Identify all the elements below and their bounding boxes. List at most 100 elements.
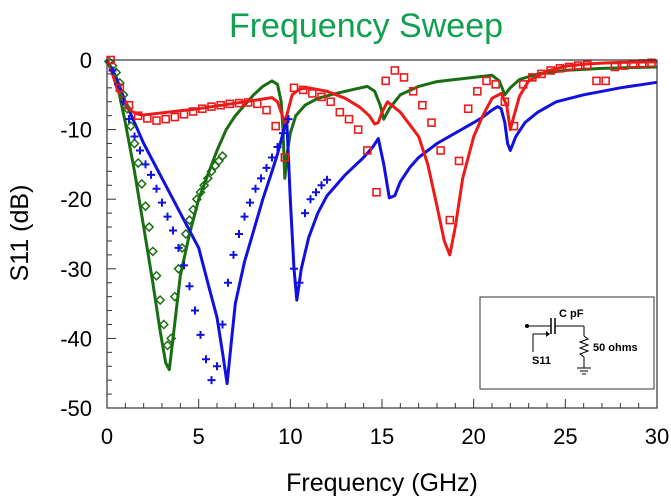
x-tick-label: 15 — [370, 424, 394, 449]
data-point — [363, 146, 372, 155]
data-point — [289, 83, 299, 93]
data-point — [463, 104, 473, 114]
x-tick-label: 25 — [553, 424, 577, 449]
data-point — [312, 188, 320, 197]
data-point — [262, 105, 271, 115]
data-point — [491, 80, 500, 89]
data-point — [482, 76, 491, 86]
data-point — [152, 116, 161, 125]
data-point — [173, 263, 184, 274]
port-arrow-icon — [532, 333, 546, 352]
data-point — [647, 58, 656, 68]
data-point — [427, 118, 436, 127]
data-point — [381, 76, 390, 86]
data-point — [158, 198, 166, 207]
y-axis-label: S11 (dB) — [6, 185, 34, 282]
data-point — [184, 215, 195, 226]
data-point — [537, 69, 546, 79]
data-point — [390, 66, 400, 75]
data-point — [306, 195, 315, 204]
data-point — [408, 87, 418, 96]
data-point — [295, 278, 304, 287]
data-point — [335, 107, 345, 117]
data-point — [108, 66, 117, 75]
data-point — [180, 261, 188, 270]
data-point — [273, 143, 282, 151]
data-point — [199, 180, 210, 191]
data-point — [298, 85, 308, 95]
data-point — [229, 250, 238, 259]
chart-title: Frequency Sweep — [229, 7, 503, 45]
inset-box — [479, 296, 655, 390]
tick-group: 0 5 10 15 20 25 30 0 -10 -20 -30 -40 -50 — [60, 48, 669, 449]
data-point — [136, 146, 144, 155]
data-point — [196, 330, 205, 339]
data-point — [115, 83, 125, 93]
data-point — [174, 243, 183, 252]
x-tick-label: 0 — [101, 424, 113, 449]
data-point — [136, 178, 147, 189]
x-tick-label: 30 — [645, 424, 669, 449]
data-point — [262, 163, 271, 172]
data-point — [122, 103, 133, 114]
data-point — [344, 114, 354, 124]
data-point — [326, 97, 335, 107]
data-point — [180, 228, 191, 240]
y-tick-label: -10 — [60, 118, 92, 143]
data-point — [271, 121, 280, 131]
data-point — [191, 194, 202, 205]
data-point — [155, 295, 166, 306]
data-point — [225, 99, 235, 109]
data-point — [179, 109, 189, 119]
data-point — [243, 98, 253, 107]
data-point — [290, 264, 298, 273]
circuit-inset: C pF S11 50 ohms — [479, 296, 655, 390]
data-point — [528, 73, 537, 82]
data-point — [206, 166, 217, 177]
data-point — [323, 175, 331, 184]
data-point — [628, 59, 638, 69]
data-point — [445, 215, 455, 225]
data-point — [372, 187, 381, 197]
data-point — [246, 198, 254, 207]
data-point — [279, 129, 287, 138]
data-point — [147, 170, 155, 179]
data-point — [473, 87, 482, 96]
data-point — [308, 89, 317, 98]
data-point — [143, 114, 152, 123]
data-point — [125, 115, 133, 124]
data-point — [518, 80, 528, 89]
data-point — [454, 156, 464, 166]
data-point — [284, 115, 293, 124]
x-tick-label: 10 — [278, 424, 302, 449]
data-point — [125, 121, 136, 132]
data-point — [436, 146, 445, 155]
data-point — [188, 204, 199, 215]
port-label: S11 — [532, 355, 551, 367]
data-point — [151, 270, 162, 281]
series-line — [105, 59, 658, 386]
data-point — [509, 121, 519, 131]
y-tick-label: -40 — [60, 326, 92, 351]
data-point — [198, 104, 207, 114]
data-point — [234, 98, 244, 108]
data-point — [133, 111, 143, 120]
data-point — [195, 187, 206, 198]
series-line — [105, 59, 658, 372]
data-point — [207, 102, 216, 111]
data-point — [191, 306, 199, 315]
data-point — [619, 61, 629, 70]
data-series-group — [103, 55, 658, 386]
data-point — [170, 112, 180, 122]
data-point — [152, 184, 161, 193]
data-point — [418, 100, 427, 110]
data-point — [129, 138, 140, 149]
ground-icon — [577, 367, 591, 375]
capacitor-label: C pF — [559, 308, 584, 320]
data-point — [251, 184, 260, 193]
data-point — [140, 201, 151, 212]
y-tick-label: -30 — [60, 257, 92, 282]
data-point — [500, 97, 510, 107]
data-point — [162, 340, 173, 351]
